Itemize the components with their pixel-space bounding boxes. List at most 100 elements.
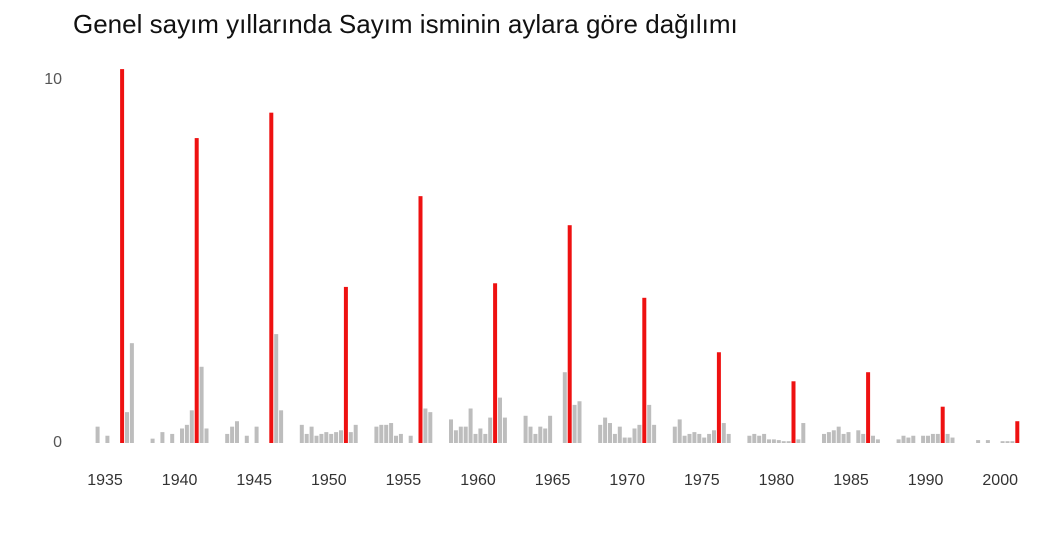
bar xyxy=(871,435,875,443)
bar xyxy=(856,430,861,443)
bar xyxy=(184,424,189,443)
bar xyxy=(408,435,413,443)
bar xyxy=(418,196,423,443)
bar xyxy=(781,441,786,443)
bar xyxy=(726,433,731,443)
bar xyxy=(901,435,906,443)
bar xyxy=(822,433,826,443)
bar xyxy=(279,410,284,443)
bar xyxy=(329,433,334,443)
bar xyxy=(786,441,791,443)
bar xyxy=(304,433,309,443)
bar xyxy=(608,423,612,443)
bar xyxy=(682,435,687,443)
bar xyxy=(776,440,781,443)
bar xyxy=(577,401,582,443)
bar xyxy=(95,426,100,443)
bar xyxy=(687,433,692,443)
bar xyxy=(1015,421,1020,443)
y-tick-label: 10 xyxy=(44,71,62,88)
bar xyxy=(712,430,716,443)
bar xyxy=(225,433,230,443)
bar xyxy=(199,366,204,443)
bar xyxy=(528,426,533,443)
bar xyxy=(721,423,726,443)
bar xyxy=(389,423,394,443)
bar xyxy=(299,424,304,443)
bar xyxy=(935,433,940,443)
chart-title: Genel sayım yıllarında Sayım isminin ayl… xyxy=(73,9,738,39)
bar xyxy=(483,433,488,443)
bar xyxy=(170,433,175,443)
bar xyxy=(314,435,319,443)
bar xyxy=(632,428,637,443)
x-tick-label: 1985 xyxy=(833,472,869,489)
bar xyxy=(716,352,721,443)
x-tick-label: 1950 xyxy=(311,472,347,489)
bar xyxy=(762,433,767,443)
bar xyxy=(1005,441,1010,443)
bar xyxy=(672,426,677,443)
x-tick-label: 2000 xyxy=(982,472,1018,489)
bar xyxy=(160,432,165,443)
bar xyxy=(836,426,841,443)
bar xyxy=(334,432,339,443)
bar xyxy=(906,437,911,443)
bar xyxy=(612,433,617,443)
bar xyxy=(697,433,702,443)
bar xyxy=(348,432,353,443)
bar xyxy=(796,439,801,443)
bar xyxy=(269,112,274,444)
bar xyxy=(204,428,209,443)
bar xyxy=(194,138,199,443)
bar xyxy=(747,435,752,443)
bar xyxy=(274,334,279,443)
bar xyxy=(598,424,603,443)
bar xyxy=(930,433,935,443)
bar xyxy=(677,419,682,443)
bar xyxy=(324,432,329,443)
bar xyxy=(353,424,358,443)
bar xyxy=(791,381,796,443)
bar xyxy=(767,439,771,443)
bar xyxy=(478,428,483,443)
bar xyxy=(752,433,757,443)
bar xyxy=(493,283,498,443)
bar xyxy=(1010,441,1015,443)
x-tick-label: 1980 xyxy=(759,472,795,489)
bar xyxy=(468,408,473,443)
bar xyxy=(985,440,990,443)
x-tick-label: 1965 xyxy=(535,472,571,489)
bar xyxy=(841,433,846,443)
x-tick-label: 1945 xyxy=(236,472,272,489)
bar xyxy=(627,437,632,443)
bar xyxy=(319,433,324,443)
bar xyxy=(548,415,553,443)
bar xyxy=(473,433,478,443)
bar xyxy=(692,432,697,443)
bar xyxy=(950,437,955,443)
y-tick-label: 0 xyxy=(53,434,62,451)
bar xyxy=(572,404,577,443)
bar xyxy=(637,424,642,443)
bar xyxy=(458,426,463,443)
bar xyxy=(463,426,468,443)
bar xyxy=(562,372,567,443)
bar xyxy=(254,426,259,443)
bar xyxy=(379,424,384,443)
bar xyxy=(428,412,433,443)
bar xyxy=(831,430,836,443)
bar xyxy=(603,417,608,443)
bar xyxy=(189,410,194,443)
bar xyxy=(339,430,343,443)
bar xyxy=(343,286,348,443)
bar xyxy=(771,439,776,443)
bar xyxy=(423,408,428,443)
bar xyxy=(453,430,458,443)
bar xyxy=(449,419,453,443)
bar xyxy=(533,433,538,443)
bar xyxy=(846,432,851,443)
bar xyxy=(622,437,627,443)
bar xyxy=(150,438,155,443)
